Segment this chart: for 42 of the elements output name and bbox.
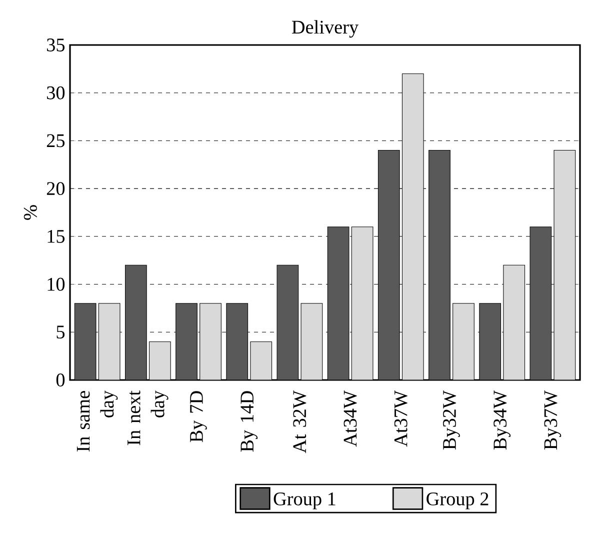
bar — [402, 74, 424, 380]
legend-label: Group 2 — [426, 492, 488, 510]
bar — [428, 150, 450, 380]
x-tick-label: In same day — [76, 390, 118, 452]
bar — [378, 150, 400, 380]
x-tick-label: At 32W — [293, 390, 306, 454]
y-axis-title: % — [24, 205, 37, 220]
chart-title: Delivery — [292, 20, 359, 38]
y-tick-label: 0 — [56, 374, 65, 386]
y-tick-label: 20 — [46, 182, 65, 196]
x-tick-label: In next day — [128, 390, 168, 446]
bar — [503, 265, 525, 380]
x-tick-label: By32W — [443, 390, 460, 450]
x-tick-label: At37W — [394, 390, 408, 447]
bar — [226, 303, 248, 380]
legend-label: Group 1 — [274, 492, 336, 510]
x-tick-label: By34W — [494, 390, 511, 450]
y-tick-label: 10 — [48, 278, 65, 291]
bar — [554, 150, 576, 380]
bar — [74, 303, 96, 380]
x-tick-label: By 7D — [190, 391, 207, 442]
y-tick-label: 25 — [46, 134, 65, 148]
bar — [200, 303, 222, 380]
x-tick-label: By37W — [544, 390, 562, 450]
bar — [125, 265, 147, 380]
y-tick-label: 35 — [47, 38, 65, 52]
x-tick-label: At34W — [344, 390, 357, 447]
bar — [250, 342, 272, 380]
y-tick-label: 15 — [48, 230, 65, 243]
bar — [98, 303, 120, 380]
bar — [530, 226, 552, 380]
bar — [176, 303, 198, 380]
x-tick-label: By 14D — [240, 391, 258, 452]
bar — [352, 226, 373, 380]
bar — [452, 303, 474, 380]
bar — [479, 303, 501, 380]
bar — [149, 342, 171, 380]
y-tick-label: 5 — [56, 326, 65, 339]
y-tick-label: 30 — [47, 86, 65, 100]
bar — [277, 265, 298, 380]
bar — [301, 303, 322, 380]
bar — [328, 226, 349, 380]
